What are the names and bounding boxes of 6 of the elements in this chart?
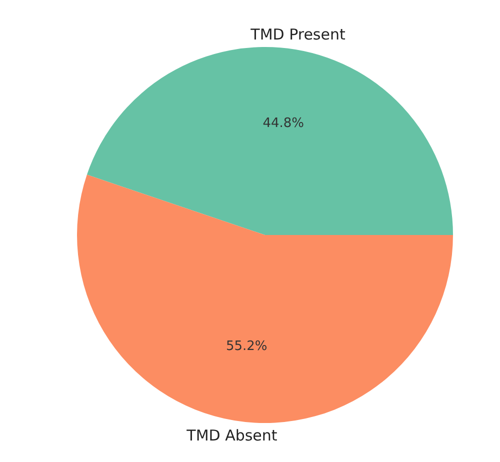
- data-label: 55.2%: [226, 338, 268, 354]
- slice-label: TMD Absent: [186, 426, 278, 444]
- slice-label: TMD Present: [250, 26, 346, 44]
- pie-slice: [77, 174, 453, 423]
- pie-slice: [86, 47, 453, 235]
- data-label: 44.8%: [262, 116, 304, 132]
